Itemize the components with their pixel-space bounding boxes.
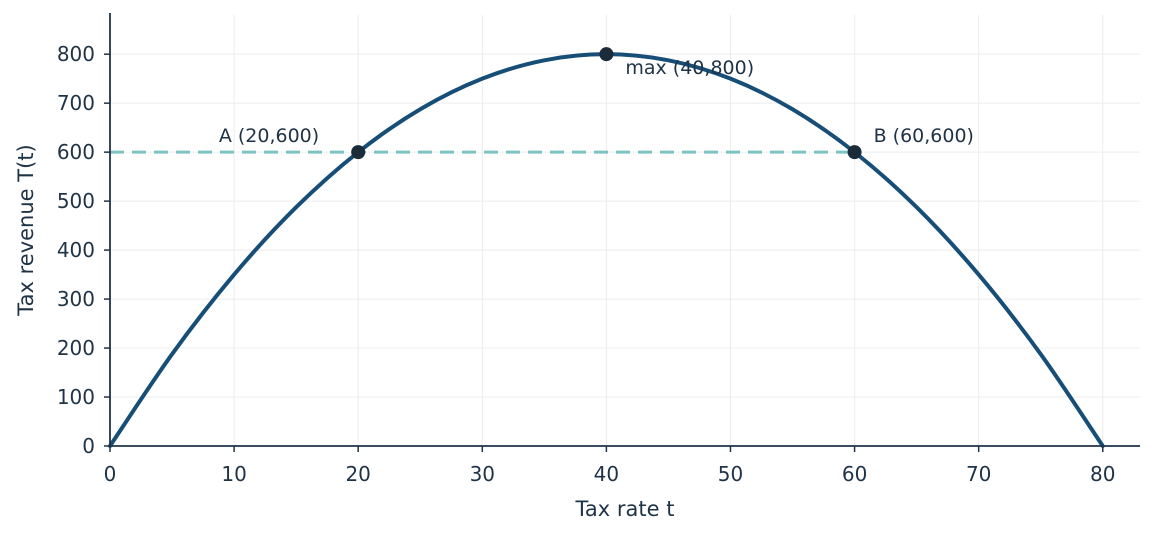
y-tick-label-600: 600: [57, 140, 95, 164]
x-tick-label-60: 60: [842, 462, 867, 486]
grid: [109, 15, 1140, 447]
y-tick-label-200: 200: [57, 336, 95, 360]
point-1: [351, 145, 366, 160]
x-axis-title: Tax rate t: [575, 497, 675, 521]
y-tick-label-800: 800: [57, 42, 95, 66]
y-axis-title: Tax revenue T(t): [14, 144, 38, 316]
x-tick-label-10: 10: [221, 462, 246, 486]
x-tick-label-30: 30: [470, 462, 495, 486]
x-tick-label-20: 20: [345, 462, 370, 486]
tick-labels: 0 10 20 30 40 50 60 70 8001002003004005006007008…: [57, 42, 1116, 486]
axes: [104, 13, 1140, 452]
y-tick-label-0: 0: [82, 434, 95, 458]
y-tick-label-700: 700: [57, 91, 95, 115]
marked-points: A (20,600) max (40,800) B (60,600): [219, 47, 974, 160]
point-label-2: max (40,800): [625, 57, 754, 79]
x-tick-label-70: 70: [966, 462, 991, 486]
y-tick-label-100: 100: [57, 385, 95, 409]
point-label-3: B (60,600): [874, 125, 974, 147]
x-tick-label-0: 0: [104, 462, 117, 486]
y-tick-label-400: 400: [57, 238, 95, 262]
x-tick-label-80: 80: [1090, 462, 1115, 486]
x-tick-label-40: 40: [594, 462, 619, 486]
y-tick-label-500: 500: [57, 189, 95, 213]
point-3: [847, 145, 862, 160]
point-label-1: A (20,600): [219, 125, 319, 147]
y-tick-label-300: 300: [57, 287, 95, 311]
x-tick-label-50: 50: [718, 462, 743, 486]
point-2: [599, 47, 614, 62]
